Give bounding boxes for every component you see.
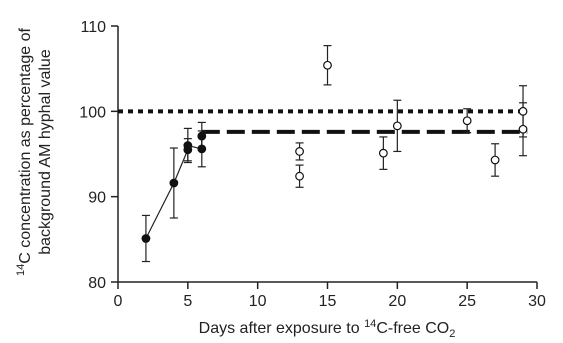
plot-area: 80 90 100 110 0 5 10 15 20 25 30 xyxy=(79,19,546,310)
data-points xyxy=(141,60,528,243)
open-data-point xyxy=(462,116,472,126)
open-data-point xyxy=(490,155,500,165)
open-data-point xyxy=(518,106,528,116)
y-axis-title: 14C concentration as percentage of backg… xyxy=(15,27,54,276)
x-axis-title: Days after exposure to 14C-free CO2 xyxy=(199,318,456,340)
open-data-point xyxy=(378,148,388,158)
open-data-point xyxy=(323,60,332,70)
error-bars xyxy=(141,45,528,263)
x-tick-label: 20 xyxy=(388,293,406,310)
y-tick-label: 100 xyxy=(79,104,106,121)
filled-data-point xyxy=(197,144,207,154)
filled-data-point xyxy=(169,178,179,188)
x-tick-label: 10 xyxy=(249,293,267,310)
open-data-point xyxy=(295,171,304,181)
x-tick-label: 0 xyxy=(114,293,123,310)
x-tick-label: 15 xyxy=(319,293,337,310)
y-tick-label: 110 xyxy=(80,19,106,36)
x-axis-ticks: 0 5 10 15 20 25 30 xyxy=(114,282,546,310)
open-data-point xyxy=(392,121,402,131)
x-tick-label: 5 xyxy=(183,293,192,310)
y-axis-title-line2: background AM hyphal value xyxy=(37,49,54,255)
x-tick-label: 30 xyxy=(528,293,546,310)
open-data-point xyxy=(518,124,528,134)
filled-data-point xyxy=(183,141,193,150)
y-tick-label: 90 xyxy=(88,190,106,207)
y-axis-title-line1: 14C concentration as percentage of xyxy=(15,27,34,276)
y-axis-ticks: 80 90 100 110 xyxy=(79,19,118,292)
filled-data-point xyxy=(141,234,151,243)
filled-data-point xyxy=(197,131,207,141)
open-data-point xyxy=(295,147,304,156)
y-tick-label: 80 xyxy=(88,275,106,292)
x-tick-label: 25 xyxy=(458,293,476,310)
reference-lines xyxy=(118,109,528,134)
